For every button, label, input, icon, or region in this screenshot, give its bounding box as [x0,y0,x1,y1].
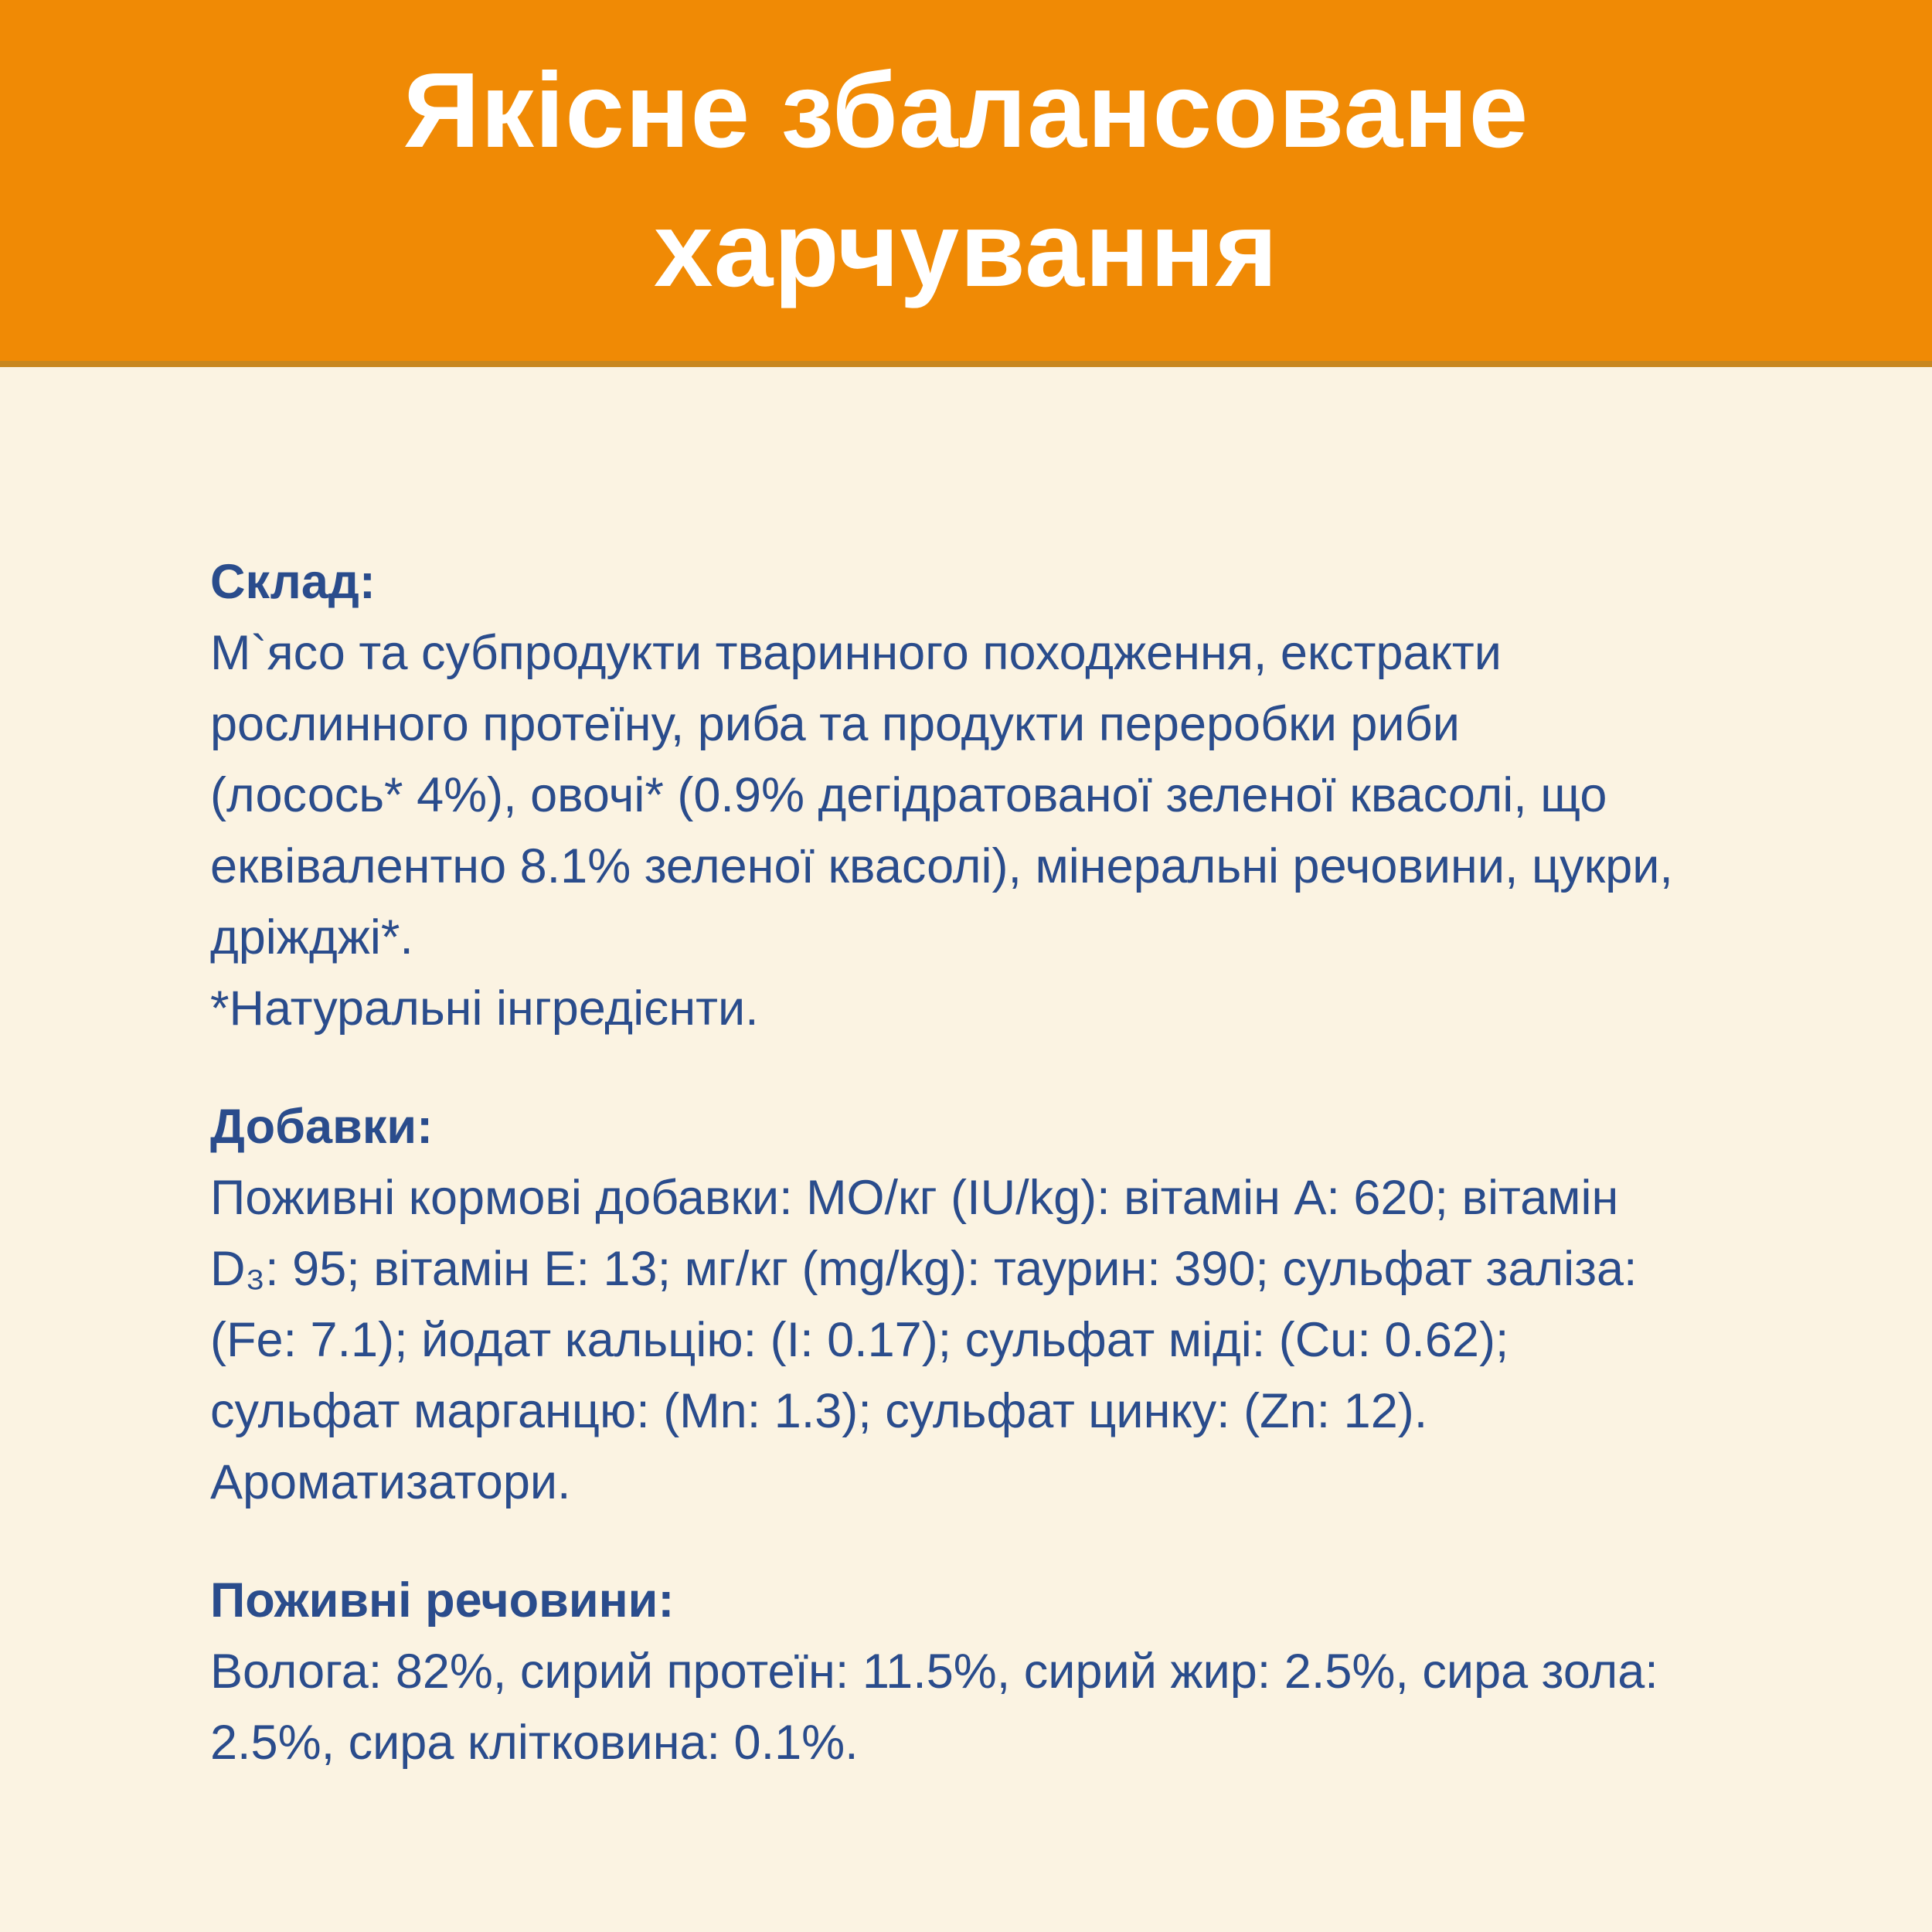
title-line-1: Якісне збалансоване [403,51,1529,171]
section-heading-composition: Склад: [210,555,376,609]
section-heading-nutrients: Поживні речовини: [210,1573,675,1628]
section-composition-line-4: еквівалентно 8.1% зеленої квасолі), міне… [210,839,1673,893]
section-heading-additives: Добавки: [210,1100,434,1154]
section-composition-line-6: *Натуральні інгредієнти. [210,981,759,1036]
section-composition-line-2: рослинного протеїну, риба та продукти пе… [210,697,1460,751]
section-nutrients-line-2: 2.5%, сира клітковина: 0.1%. [210,1716,859,1770]
section-nutrients: Поживні речовини: Волога: 82%, сирий прот… [210,1565,1839,1778]
page-title: Якісне збалансоване харчування [403,42,1529,319]
section-composition: Склад: М`ясо та субпродукти тваринного по… [210,546,1839,1044]
title-line-2: харчування [653,189,1279,309]
section-composition-line-3: (лосось* 4%), овочі* (0.9% дегідратовано… [210,768,1607,822]
header-banner: Якісне збалансоване харчування [0,0,1932,367]
section-additives-line-2: D₃: 95; вітамін Е: 13; мг/кг (mg/kg): та… [210,1242,1638,1296]
section-nutrients-line-1: Волога: 82%, сирий протеїн: 11.5%, сирий… [210,1645,1658,1699]
section-additives-line-1: Поживні кормові добавки: МО/кг (IU/kg): … [210,1171,1619,1225]
section-additives-line-4: сульфат марганцю: (Mn: 1.3); сульфат цин… [210,1384,1428,1438]
info-sections: Склад: М`ясо та субпродукти тваринного по… [0,367,1932,1778]
section-additives-line-5: Ароматизатори. [210,1455,571,1509]
section-additives: Добавки: Поживні кормові добавки: МО/кг (… [210,1091,1839,1518]
section-additives-line-3: (Fe: 7.1); йодат кальцію: (I: 0.17); сул… [210,1313,1509,1367]
section-composition-line-1: М`ясо та субпродукти тваринного походжен… [210,626,1502,680]
section-composition-line-5: дріжджі*. [210,910,413,964]
